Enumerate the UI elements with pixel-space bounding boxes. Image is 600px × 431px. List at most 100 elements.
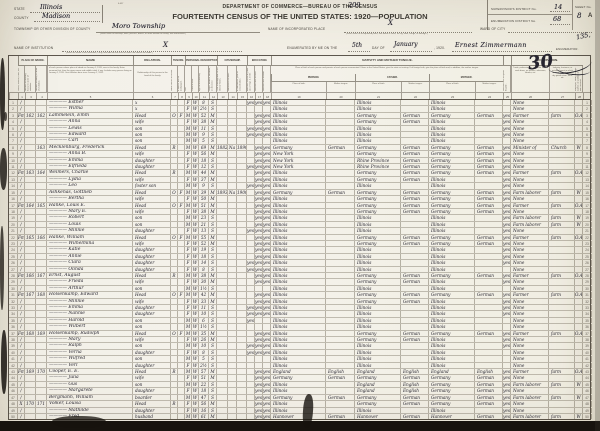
cell-sex: F [185,362,192,369]
cell-name: ———— Louis [47,221,133,228]
cell-sex: F [185,228,192,234]
cell-dw [25,285,36,292]
cell-mpob: Illinois [429,221,475,228]
cell-t2 [178,100,185,106]
cell-t2 [178,208,185,215]
cell-color: W [192,144,199,151]
cell-rd: yes [255,298,263,304]
column-number: 6 [133,92,171,100]
cell-ln2: 17 [583,202,592,208]
cell-imm [217,369,228,375]
cell-imm [217,311,228,317]
cell-nat [228,215,237,221]
column-number: 28 [575,92,583,100]
cell-imm [217,388,228,394]
cell-mar: M [209,202,217,208]
cell-tng [326,349,355,356]
cell-mpob: Germany [429,189,475,196]
cell-fpob: Illinois [355,221,401,228]
incorporated-note: (Insert name of incorporated place, and … [346,33,428,35]
cell-code: W [575,189,583,196]
scan-artifact-right-shadow [595,0,600,431]
cell-fpob: Illinois [355,253,401,260]
cell-ind [549,311,575,317]
cell-nat: Na [228,189,237,196]
cell-imm [217,247,228,253]
cell-nat [228,183,237,189]
cell-natyr: 1890 [237,144,247,151]
cell-natyr [237,253,247,260]
cell-mar: M [209,401,217,407]
cell-rd: yes [255,349,263,356]
cell-eng: yes [503,381,511,388]
column-sub-sex: Sex. [185,66,192,92]
cell-tick: / [18,208,25,215]
cell-fam [36,189,47,196]
cell-eng: yes [503,388,511,394]
cell-name: ———— Anna [47,119,133,125]
cell-ln2: 18 [583,208,592,215]
cell-dw [25,394,36,401]
cell-rd [255,362,263,369]
cell-sch [247,106,255,112]
cell-imm [217,164,228,170]
cell-fpob: Germany [355,112,401,119]
cell-rd: yes [255,375,263,381]
column-number: 9 [185,92,192,100]
cell-nat [228,369,237,375]
column-number: 13 [217,92,228,100]
cell-mtng: German [475,394,503,401]
cell-ftng: German [401,330,429,337]
cell-fpob: England [355,381,401,388]
cell-mtng: German [475,388,503,394]
column-number: 22 [401,92,429,100]
cell-imm [217,343,228,349]
cell-sch [247,144,255,151]
cell-age: 38 [199,272,209,279]
cell-t2 [178,119,185,125]
cell-ln2: 49 [583,407,592,413]
cell-ln2: 25 [583,253,592,260]
cell-mtng: German [475,164,503,170]
cell-mpob: Illinois [429,119,475,125]
header-bracket [100,5,103,23]
cell-color: W [192,381,199,388]
cell-wr: yes [263,349,271,356]
cell-ln2: 14 [583,183,592,189]
cell-occ: None [511,228,549,234]
cell-ftng [401,215,429,221]
cell-rel: wife [133,298,171,304]
cell-ln: 1 [9,100,18,106]
cell-mpob: Illinois [429,279,475,285]
cell-imm [217,349,228,356]
enumeration-district-label: ENUMERATION DISTRICT No. [491,19,537,23]
cell-rel: son [133,356,171,362]
cell-fam [36,164,47,170]
cell-mtng [475,356,503,362]
cell-t2 [178,266,185,272]
cell-t1 [171,176,178,183]
cell-dw [25,228,36,234]
cell-ln: 46 [9,388,18,394]
cell-age: 37 [199,176,209,183]
cell-color: W [192,151,199,157]
cell-age: 57 [199,369,209,375]
cell-fam [36,324,47,330]
cell-ln: 24 [9,247,18,253]
cell-sex: M [185,234,192,240]
cell-fpob: Illinois [355,106,401,112]
cell-mpob: Germany [429,112,475,119]
cell-tick: Fm [18,292,25,298]
cell-t1 [171,138,178,144]
cell-ind: farm [549,170,575,176]
cell-sch: yes [247,260,255,266]
cell-fam [36,138,47,144]
cell-wr: yes [263,337,271,343]
cell-rel: Head [133,234,171,240]
cell-wr: yes [263,100,271,106]
cell-rd: yes [255,144,263,151]
cell-mar: M [209,144,217,151]
